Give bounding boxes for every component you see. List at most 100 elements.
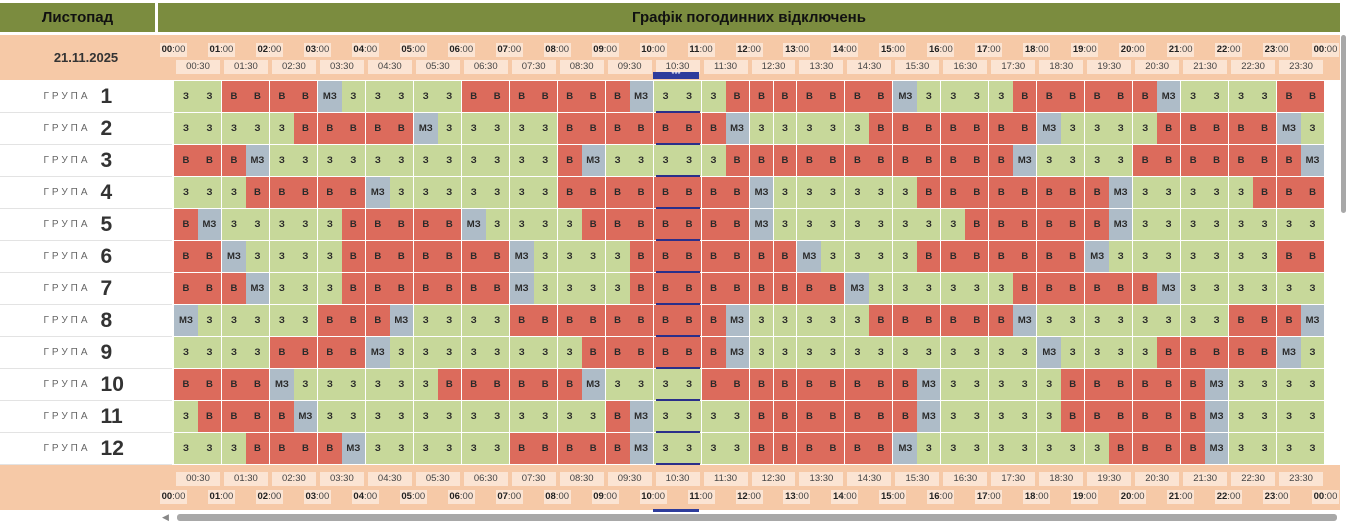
schedule-cell[interactable]: В	[437, 241, 461, 272]
schedule-cell[interactable]: З	[341, 145, 365, 176]
schedule-cell[interactable]: МЗ	[893, 433, 918, 464]
schedule-cell[interactable]: З	[437, 337, 461, 368]
schedule-cell[interactable]: В	[221, 401, 246, 432]
schedule-cell[interactable]: З	[941, 401, 966, 432]
schedule-cell[interactable]: З	[581, 401, 605, 432]
schedule-cell[interactable]: В	[557, 305, 582, 336]
schedule-cell[interactable]: З	[677, 401, 701, 432]
schedule-cell[interactable]: В	[245, 81, 269, 112]
schedule-cell[interactable]: МЗ	[725, 305, 749, 336]
schedule-cell[interactable]: В	[653, 113, 678, 144]
schedule-cell[interactable]: В	[989, 209, 1014, 240]
schedule-cell[interactable]: В	[725, 241, 749, 272]
schedule-cell[interactable]: В	[677, 177, 701, 208]
schedule-cell[interactable]: В	[1277, 305, 1302, 336]
schedule-cell[interactable]: В	[533, 369, 557, 400]
schedule-cell[interactable]: В	[1277, 81, 1302, 112]
schedule-cell[interactable]: В	[629, 209, 653, 240]
schedule-cell[interactable]: В	[1109, 401, 1133, 432]
schedule-cell[interactable]: З	[1229, 273, 1254, 304]
schedule-cell[interactable]: З	[1013, 433, 1037, 464]
schedule-cell[interactable]: В	[965, 305, 989, 336]
schedule-cell[interactable]: В	[317, 113, 342, 144]
schedule-cell[interactable]: З	[941, 433, 966, 464]
schedule-cell[interactable]: З	[821, 113, 845, 144]
schedule-cell[interactable]: В	[893, 113, 918, 144]
schedule-cell[interactable]: В	[245, 369, 269, 400]
schedule-cell[interactable]: З	[1277, 209, 1302, 240]
schedule-cell[interactable]: З	[557, 209, 582, 240]
schedule-cell[interactable]: В	[605, 209, 630, 240]
schedule-cell[interactable]: З	[413, 81, 438, 112]
schedule-cell[interactable]: В	[437, 273, 461, 304]
schedule-cell[interactable]: З	[1301, 369, 1325, 400]
schedule-cell[interactable]: В	[269, 177, 294, 208]
schedule-cell[interactable]: В	[917, 177, 941, 208]
schedule-cell[interactable]: З	[917, 273, 941, 304]
schedule-cell[interactable]: В	[317, 433, 342, 464]
schedule-cell[interactable]: В	[845, 81, 870, 112]
schedule-cell[interactable]: В	[485, 241, 509, 272]
schedule-cell[interactable]: З	[989, 81, 1014, 112]
schedule-cell[interactable]: З	[461, 305, 486, 336]
schedule-cell[interactable]: В	[341, 177, 365, 208]
schedule-cell[interactable]: В	[557, 81, 582, 112]
schedule-cell[interactable]: З	[1061, 113, 1085, 144]
schedule-cell[interactable]: В	[509, 369, 534, 400]
schedule-cell[interactable]: З	[485, 337, 509, 368]
schedule-cell[interactable]: З	[1253, 241, 1277, 272]
schedule-cell[interactable]: З	[341, 81, 365, 112]
schedule-cell[interactable]: МЗ	[389, 305, 413, 336]
schedule-cell[interactable]: З	[845, 337, 870, 368]
schedule-cell[interactable]: З	[1157, 209, 1181, 240]
schedule-cell[interactable]: В	[629, 337, 653, 368]
schedule-cell[interactable]: В	[797, 369, 822, 400]
schedule-cell[interactable]: В	[389, 209, 413, 240]
schedule-cell[interactable]: З	[1157, 177, 1181, 208]
schedule-cell[interactable]: З	[965, 433, 989, 464]
schedule-cell[interactable]: В	[197, 401, 221, 432]
schedule-cell[interactable]: В	[1133, 145, 1158, 176]
schedule-cell[interactable]: В	[1229, 305, 1254, 336]
schedule-cell[interactable]: В	[725, 369, 749, 400]
schedule-cell[interactable]: З	[941, 369, 966, 400]
schedule-cell[interactable]: В	[1037, 241, 1062, 272]
schedule-cell[interactable]: В	[1013, 81, 1037, 112]
schedule-cell[interactable]: В	[1133, 81, 1158, 112]
schedule-cell[interactable]: В	[1085, 209, 1110, 240]
schedule-cell[interactable]: В	[557, 145, 582, 176]
horizontal-scrollbar[interactable]	[177, 514, 1337, 521]
schedule-cell[interactable]: З	[1109, 145, 1133, 176]
schedule-cell[interactable]: В	[269, 433, 294, 464]
schedule-cell[interactable]: В	[533, 433, 557, 464]
schedule-cell[interactable]: В	[557, 369, 582, 400]
schedule-cell[interactable]: В	[821, 81, 845, 112]
schedule-cell[interactable]: В	[1157, 145, 1181, 176]
schedule-cell[interactable]: З	[941, 337, 966, 368]
schedule-cell[interactable]: В	[1277, 241, 1302, 272]
schedule-cell[interactable]: В	[941, 177, 966, 208]
schedule-cell[interactable]: МЗ	[917, 369, 941, 400]
schedule-cell[interactable]: В	[917, 305, 941, 336]
schedule-cell[interactable]: В	[1037, 177, 1062, 208]
schedule-cell[interactable]: МЗ	[917, 401, 941, 432]
schedule-cell[interactable]: З	[1277, 369, 1302, 400]
schedule-cell[interactable]: МЗ	[1205, 401, 1229, 432]
schedule-cell[interactable]: З	[821, 177, 845, 208]
schedule-cell[interactable]: З	[389, 81, 413, 112]
schedule-cell[interactable]: В	[365, 209, 390, 240]
schedule-cell[interactable]: В	[269, 401, 294, 432]
schedule-cell[interactable]: З	[509, 113, 534, 144]
schedule-cell[interactable]: МЗ	[221, 241, 246, 272]
schedule-cell[interactable]: В	[821, 369, 845, 400]
schedule-cell[interactable]: З	[174, 113, 198, 144]
schedule-cell[interactable]: В	[341, 113, 365, 144]
schedule-cell[interactable]: В	[269, 337, 294, 368]
schedule-cell[interactable]: В	[797, 273, 822, 304]
schedule-cell[interactable]: В	[437, 369, 461, 400]
schedule-cell[interactable]: В	[653, 177, 678, 208]
schedule-cell[interactable]: З	[1085, 433, 1110, 464]
schedule-cell[interactable]: З	[821, 337, 845, 368]
schedule-cell[interactable]: В	[509, 433, 534, 464]
vertical-scrollbar[interactable]	[1341, 35, 1346, 213]
